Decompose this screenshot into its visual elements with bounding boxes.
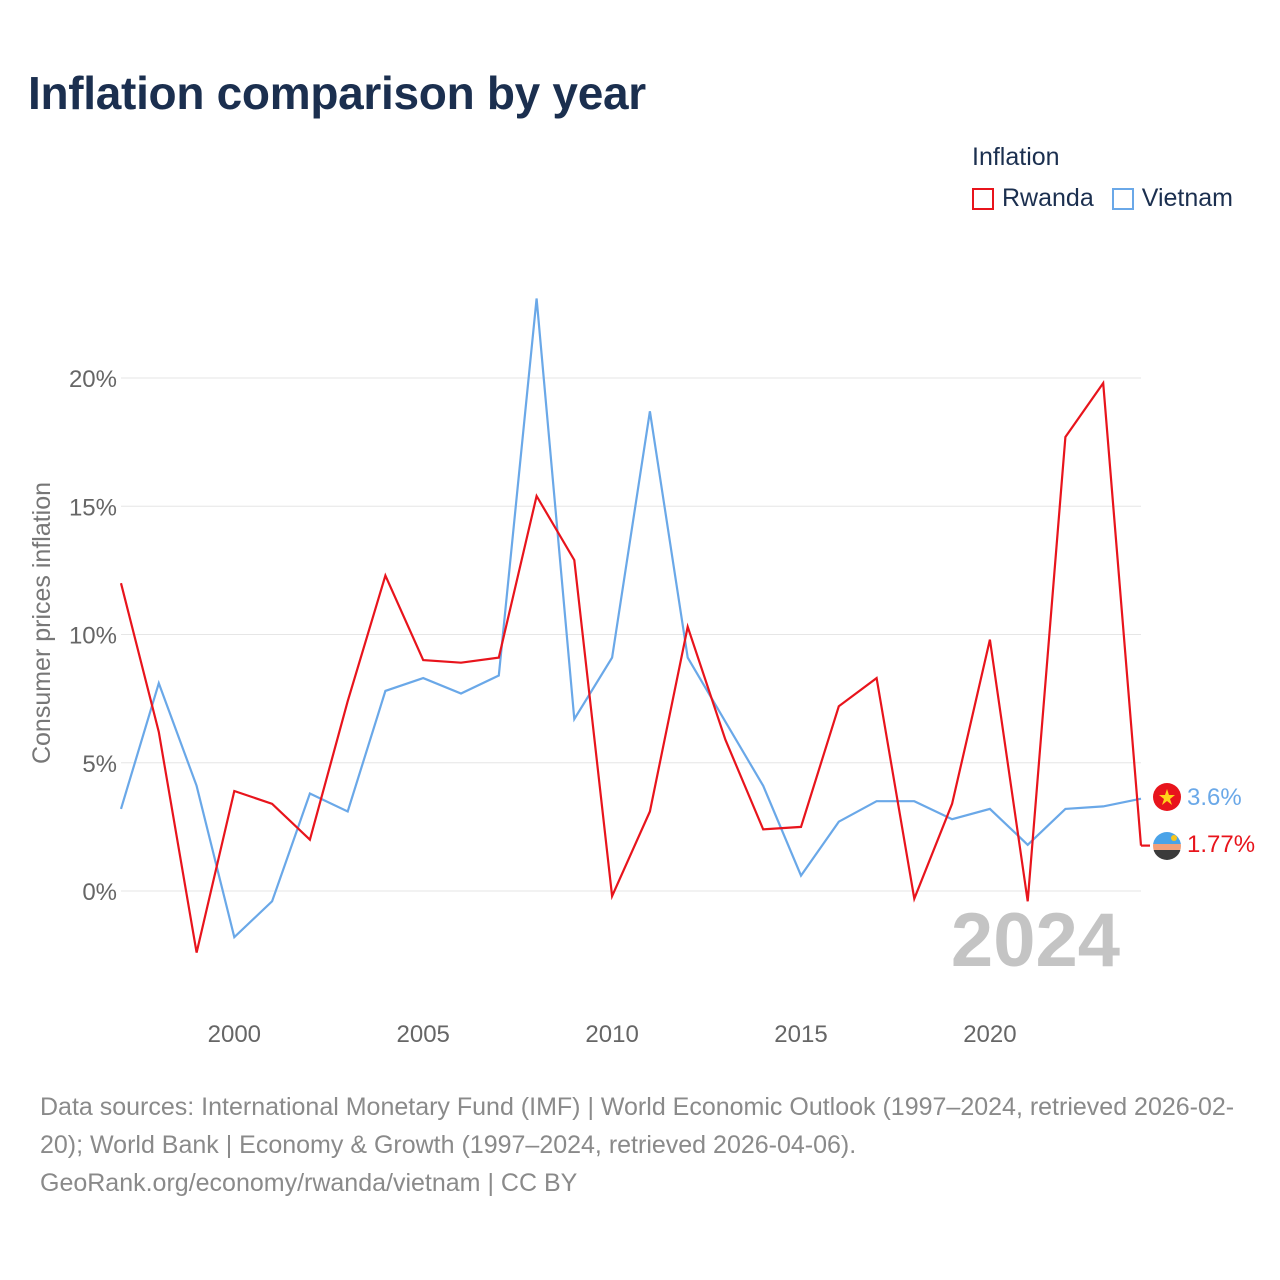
legend-swatch-vietnam <box>1111 187 1134 210</box>
attribution-text: GeoRank.org/economy/rwanda/vietnam | CC … <box>40 1169 578 1197</box>
legend-title: Inflation <box>972 143 1060 171</box>
y-tick-label: 5% <box>82 751 117 778</box>
end-labels: 3.6% 1.77% <box>1187 784 1255 858</box>
vietnam-flag-icon <box>1153 783 1181 811</box>
y-tick-label: 10% <box>69 623 117 650</box>
x-tick-label: 2010 <box>585 1021 638 1048</box>
legend-item-vietnam[interactable]: Vietnam <box>1111 184 1233 213</box>
x-tick-label: 2020 <box>963 1021 1016 1048</box>
footer: Data sources: International Monetary Fun… <box>40 1088 1250 1202</box>
rwanda-flag-icon <box>1153 832 1181 860</box>
legend-row: Rwanda Vietnam <box>972 184 1233 213</box>
series-line-rwanda <box>119 379 1143 953</box>
legend-swatch-rwanda <box>972 187 994 210</box>
x-tick-labels: 2000 2005 2010 2015 2020 <box>208 1021 1017 1048</box>
end-label-rwanda: 1.77% <box>1187 831 1255 858</box>
x-tick-label: 2005 <box>397 1021 450 1048</box>
data-sources-text: Data sources: International Monetary Fun… <box>40 1093 1235 1159</box>
y-tick-label: 0% <box>82 879 117 906</box>
end-label-vietnam: 3.6% <box>1187 784 1242 811</box>
end-markers <box>1153 783 1181 860</box>
y-axis-label: Consumer prices inflation <box>28 482 56 764</box>
x-tick-label: 2015 <box>774 1021 827 1048</box>
y-tick-labels: 0% 5% 10% 15% 20% <box>69 366 117 906</box>
legend-label-vietnam: Vietnam <box>1141 184 1233 212</box>
x-tick-label: 2000 <box>208 1021 261 1048</box>
y-tick-label: 15% <box>69 494 117 521</box>
grid-lines <box>121 377 1141 892</box>
chart-title: Inflation comparison by year <box>28 67 646 119</box>
series-line-vietnam <box>119 298 1142 940</box>
y-tick-label: 20% <box>69 366 117 393</box>
year-annotation: 2024 <box>951 898 1120 983</box>
legend-item-rwanda[interactable]: Rwanda <box>972 184 1094 213</box>
legend: Inflation Rwanda Vietnam <box>972 143 1233 213</box>
series-lines <box>119 298 1150 953</box>
line-chart: 0% 5% 10% 15% 20% 2000 2005 2010 2015 2020 Consu… <box>28 298 1255 1048</box>
legend-label-rwanda: Rwanda <box>1002 184 1094 212</box>
